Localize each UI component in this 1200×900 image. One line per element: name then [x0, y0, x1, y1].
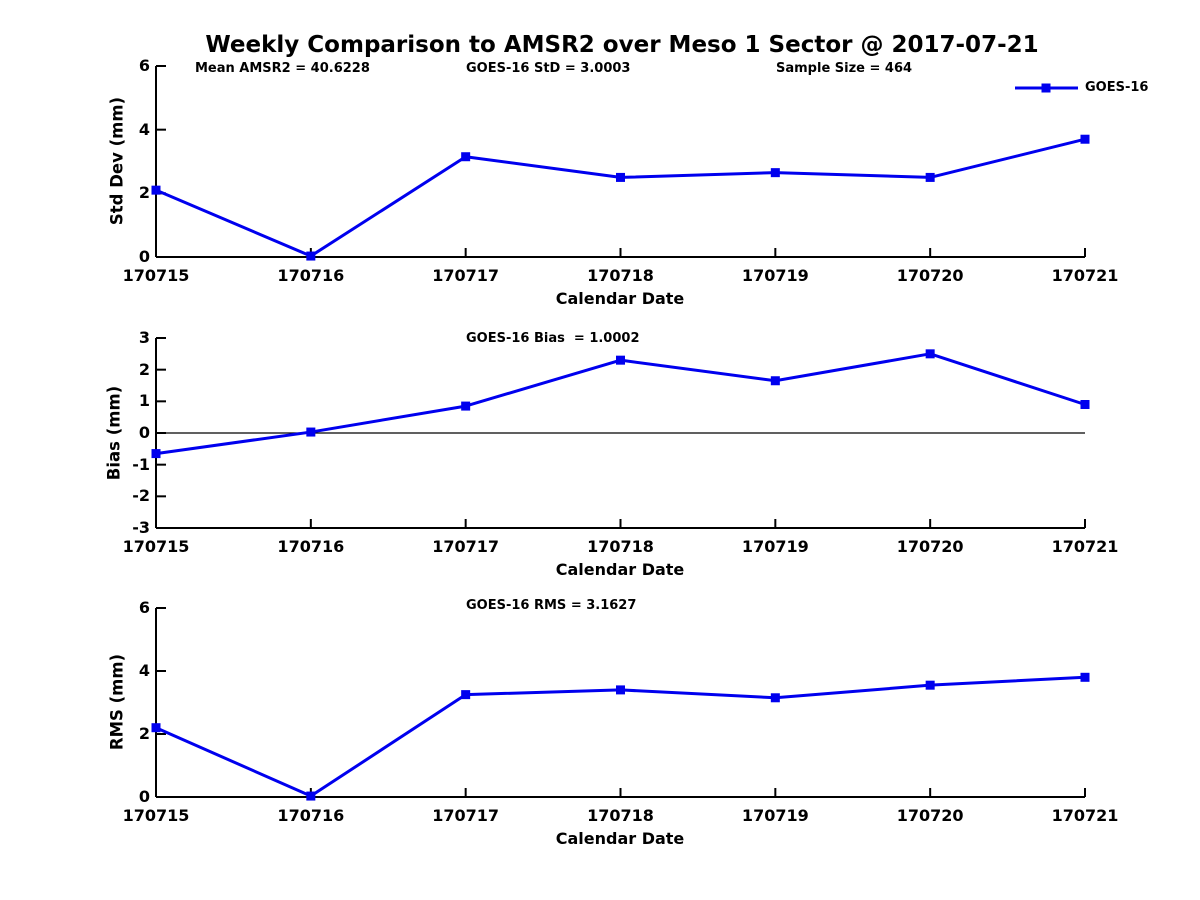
x-axis-label-panel3: Calendar Date	[555, 829, 685, 848]
y-tick-label: -3	[132, 518, 150, 537]
data-point-marker	[616, 685, 625, 695]
data-point-marker	[461, 152, 471, 162]
x-tick-label: 170715	[122, 806, 190, 825]
data-point-marker	[1080, 134, 1090, 144]
data-point-marker	[770, 376, 780, 386]
annotation-sample-size: Sample Size = 464	[776, 61, 913, 76]
x-tick-label: 170715	[122, 537, 190, 556]
y-axis-label-std-dev: Std Dev (mm)	[107, 96, 127, 226]
data-point-marker	[306, 251, 316, 261]
data-point-marker	[925, 172, 935, 182]
y-tick-label: 4	[138, 661, 150, 680]
y-tick-label: -2	[132, 486, 150, 506]
data-point-marker	[151, 449, 161, 459]
y-tick-label: 6	[138, 56, 150, 75]
y-tick-label: 0	[138, 247, 150, 266]
data-point-marker	[1080, 400, 1090, 409]
x-tick-label: 170719	[741, 806, 809, 825]
x-tick-label: 170715	[122, 266, 190, 285]
x-tick-label: 170717	[432, 266, 500, 285]
data-point-marker	[616, 172, 625, 182]
data-point-marker	[770, 693, 780, 703]
x-tick-label: 170719	[741, 266, 809, 285]
annotation-mean-amsr2: Mean AMSR2 = 40.6228	[195, 61, 370, 76]
data-point-marker	[461, 401, 471, 411]
x-tick-label: 170721	[1051, 266, 1119, 285]
data-point-marker	[151, 723, 161, 733]
data-point-marker	[306, 427, 316, 437]
annotation-goes16-rms: GOES-16 RMS = 3.1627	[466, 598, 637, 613]
y-tick-label: 3	[138, 328, 150, 347]
x-tick-label: 170721	[1051, 806, 1119, 825]
figure-title: Weekly Comparison to AMSR2 over Meso 1 S…	[205, 32, 1039, 58]
x-tick-label: 170721	[1051, 537, 1119, 556]
x-tick-label: 170720	[896, 266, 964, 285]
x-axis-label-panel1: Calendar Date	[555, 289, 685, 308]
y-tick-label: 2	[138, 183, 150, 203]
x-tick-label: 170719	[741, 537, 809, 556]
y-tick-label: 2	[138, 724, 150, 743]
legend-marker	[1041, 83, 1051, 93]
legend-label-goes16: GOES-16	[1085, 80, 1149, 95]
x-tick-label: 170718	[587, 266, 654, 285]
y-tick-label: 2	[138, 359, 150, 379]
y-tick-label: 6	[138, 598, 150, 617]
data-point-marker	[770, 168, 780, 178]
data-point-marker	[925, 680, 935, 690]
data-point-marker	[1080, 672, 1090, 682]
x-tick-label: 170720	[896, 537, 964, 556]
x-tick-label: 170716	[277, 537, 345, 556]
series-line	[155, 675, 1086, 798]
series-line	[155, 137, 1086, 258]
data-point-marker	[306, 791, 316, 801]
x-tick-label: 170718	[587, 537, 654, 556]
x-tick-label: 170718	[587, 806, 654, 825]
annotation-goes16-bias: GOES-16 Bias = 1.0002	[466, 331, 640, 346]
x-tick-label: 170717	[432, 806, 500, 825]
x-tick-label: 170720	[896, 806, 964, 825]
y-tick-label: 0	[138, 787, 150, 806]
y-tick-label: 0	[138, 423, 150, 442]
data-point-marker	[151, 185, 161, 195]
x-tick-label: 170716	[277, 266, 345, 285]
x-tick-label: 170716	[277, 806, 345, 825]
series-line	[155, 352, 1086, 456]
x-axis-label-panel2: Calendar Date	[555, 560, 685, 579]
data-point-marker	[925, 349, 935, 359]
data-point-marker	[461, 690, 471, 700]
annotation-goes16-std: GOES-16 StD = 3.0003	[466, 61, 631, 76]
y-tick-label: -1	[132, 454, 150, 474]
y-tick-label: 1	[138, 391, 150, 411]
data-point-marker	[616, 355, 625, 365]
x-tick-label: 170717	[432, 537, 500, 556]
y-tick-label: 4	[138, 119, 150, 139]
